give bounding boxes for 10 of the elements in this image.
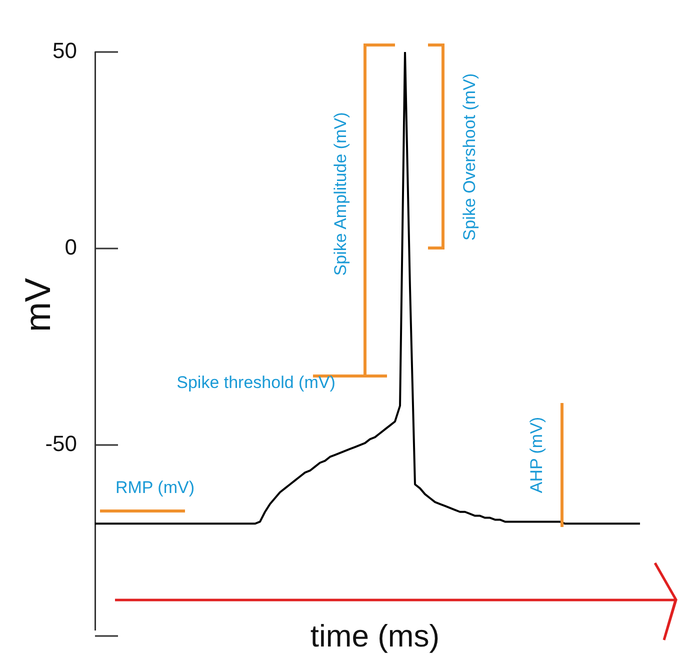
annotation: Spike threshold (mV) <box>176 373 336 393</box>
y-axis-title: mV <box>16 278 58 332</box>
y-tick-label: 0 <box>64 234 77 260</box>
annotation: Spike Overshoot (mV) <box>460 73 480 241</box>
y-tick-label: -50 <box>45 431 77 456</box>
y-tick-label: 50 <box>52 38 77 64</box>
x-axis-title: time (ms) <box>310 618 440 654</box>
annotation: Spike Amplitude (mV) <box>331 112 351 276</box>
annotation: RMP (mV) <box>115 478 195 498</box>
annotation: AHP (mV) <box>527 416 547 494</box>
